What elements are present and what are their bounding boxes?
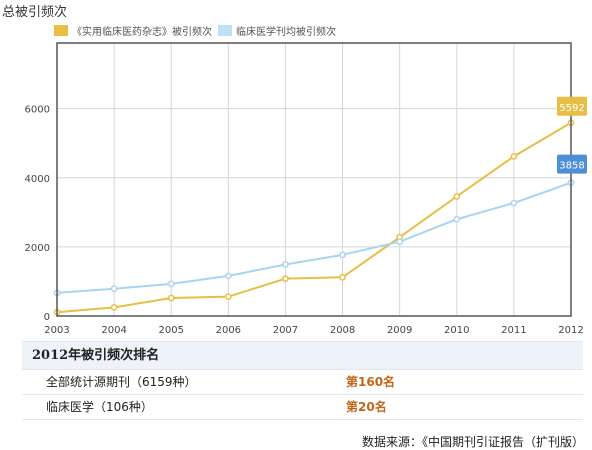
ranking-row-name: 临床医学（106种）	[46, 400, 153, 414]
end-label-box	[557, 96, 587, 116]
ranking-row-value: 第20名	[346, 400, 387, 414]
ranking-row-name: 全部统计源期刊（6159种）	[46, 375, 197, 389]
end-label: 3858	[559, 161, 584, 172]
x-tick-label: 2007	[273, 325, 298, 336]
data-point	[167, 280, 175, 288]
data-source-note: 数据来源：《中国期刊引证报告（扩刊版）	[361, 435, 584, 449]
data-point	[282, 275, 289, 283]
data-point	[339, 273, 346, 281]
data-point	[110, 304, 118, 311]
x-tick-label: 2011	[501, 325, 526, 336]
y-tick-label: 2000	[25, 243, 50, 254]
x-tick-label: 2009	[387, 325, 412, 336]
data-point	[510, 152, 518, 160]
legend-swatch-journal	[54, 24, 68, 36]
y-tick-label: 4000	[25, 174, 50, 185]
x-tick-label: 2006	[216, 325, 241, 336]
end-label-box	[557, 154, 587, 174]
data-point	[282, 261, 289, 268]
y-tick-label: 0	[44, 312, 50, 323]
plot-frame	[56, 42, 572, 317]
x-tick-label: 2008	[330, 325, 355, 336]
ranking-row: 全部统计源期刊（6159种） 第160名	[22, 370, 583, 395]
data-point	[224, 272, 232, 280]
data-point	[453, 193, 461, 200]
series-line-1	[56, 181, 572, 294]
legend-item-average[interactable]: 临床医学刊均被引频次	[218, 23, 336, 38]
data-point	[510, 199, 518, 207]
data-point	[167, 294, 175, 302]
ranking-table: 2012年被引频次排名 全部统计源期刊（6159种） 第160名 临床医学（10…	[22, 341, 583, 420]
x-tick-label: 2004	[101, 325, 126, 336]
legend-swatch-average	[218, 24, 232, 36]
data-point	[339, 251, 346, 259]
x-tick-label: 2005	[158, 325, 183, 336]
x-tick-label: 2012	[558, 325, 583, 336]
chart-title: 总被引频次	[2, 5, 68, 20]
data-point	[396, 238, 404, 246]
chart-legend: 《实用临床医药杂志》被引频次 临床医学刊均被引频次	[54, 22, 342, 38]
y-tick-label: 6000	[25, 105, 50, 116]
ranking-row-value: 第160名	[346, 375, 396, 389]
line-chart: 0 2000 4000 6000 2003 2004 2005 2006 2007 2008 200…	[25, 42, 587, 336]
x-tick-label: 2003	[44, 325, 69, 336]
data-point	[224, 293, 232, 300]
legend-label-average: 临床医学刊均被引频次	[236, 26, 336, 38]
legend-item-journal[interactable]: 《实用临床医药杂志》被引频次	[54, 23, 212, 38]
data-point	[453, 215, 461, 223]
data-point	[110, 285, 118, 293]
end-label: 5592	[559, 103, 584, 114]
ranking-title: 2012年被引频次排名	[22, 341, 583, 370]
series-line-0	[56, 121, 572, 314]
ranking-row: 临床医学（106种） 第20名	[22, 395, 583, 420]
legend-label-journal: 《实用临床医药杂志》被引频次	[72, 26, 212, 38]
x-tick-label: 2010	[444, 325, 469, 336]
